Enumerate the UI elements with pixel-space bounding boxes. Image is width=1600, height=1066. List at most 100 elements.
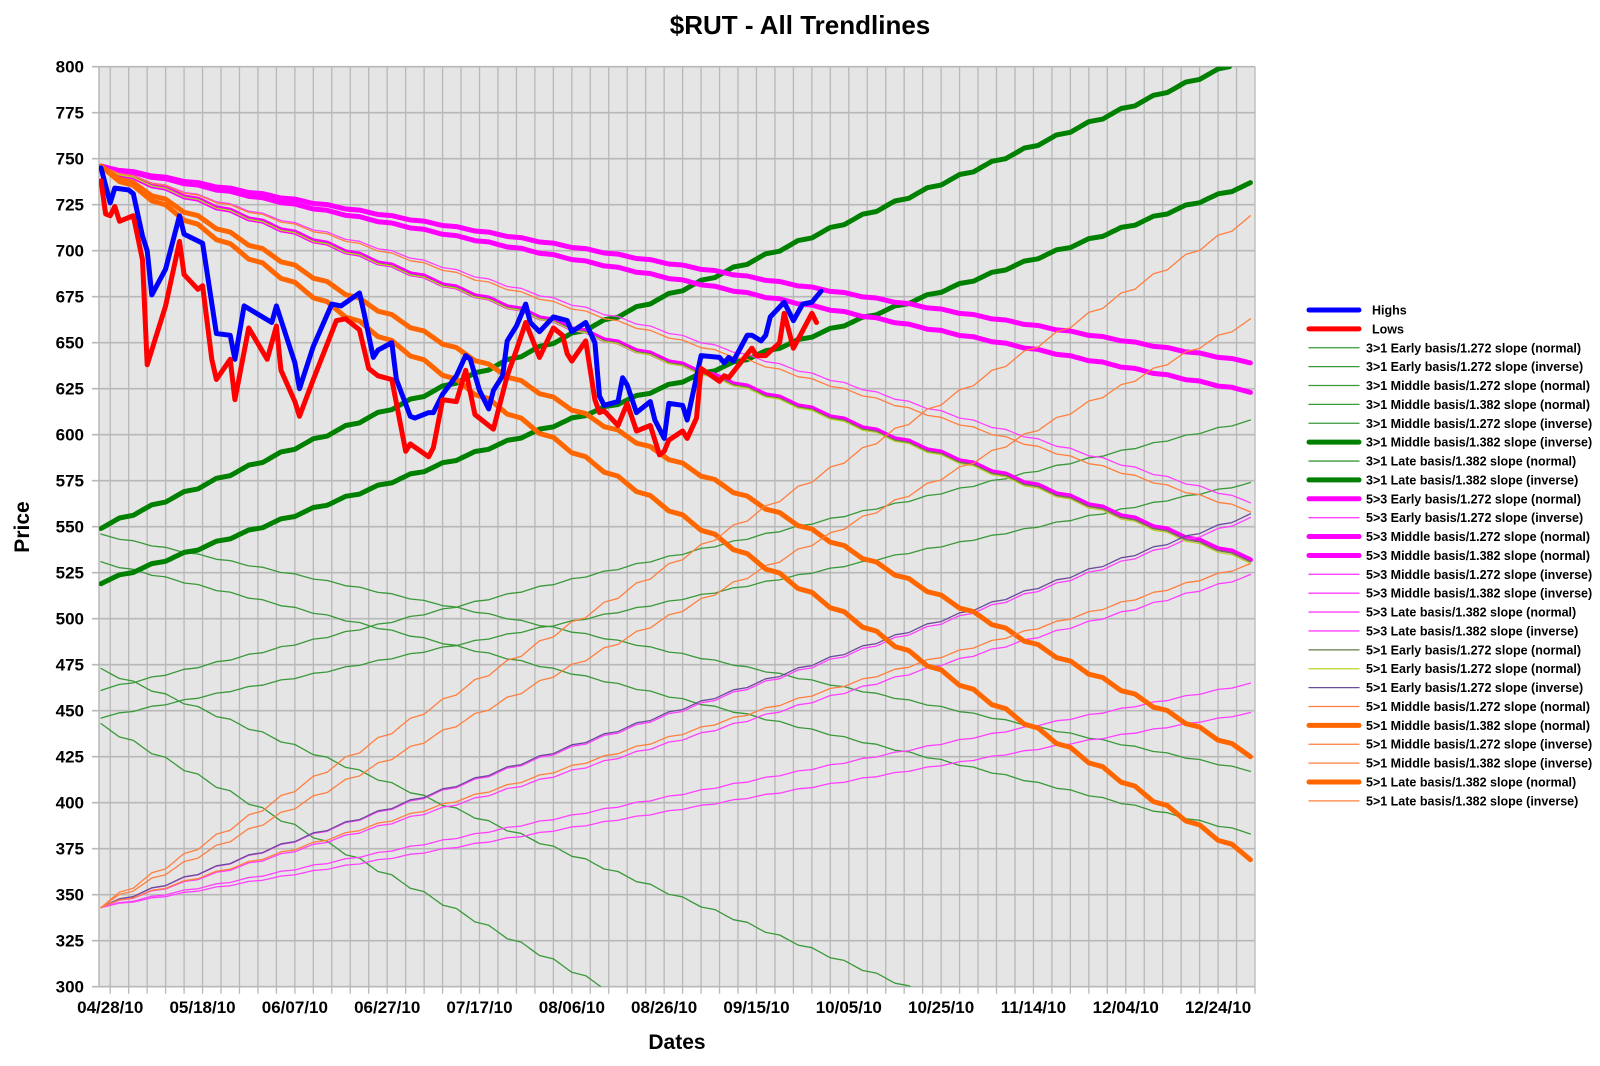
y-tick-label: 800 (56, 58, 84, 77)
legend-label: 5>3 Early basis/1.272 slope (normal) (1366, 492, 1581, 506)
legend-label: 5>1 Late basis/1.382 slope (inverse) (1366, 794, 1578, 808)
legend-label: 5>1 Early basis/1.272 slope (inverse) (1366, 681, 1583, 695)
series-line-3-1-middle-basis-1-382-slope-inverse-7 (99, 66, 1232, 531)
y-tick-label: 400 (56, 794, 84, 813)
legend-entry: 5>3 Late basis/1.382 slope (inverse) (1308, 624, 1578, 638)
series-line-5-3-middle-basis-1-272-slope-normal-12 (99, 163, 1253, 395)
legend-label: 3>1 Late basis/1.382 slope (normal) (1366, 455, 1576, 469)
legend-label: Highs (1372, 304, 1407, 318)
legend-entry: 3>1 Middle basis/1.382 slope (normal) (1308, 398, 1590, 412)
legend-entry: 5>1 Middle basis/1.272 slope (normal) (1308, 700, 1590, 714)
series-line-5-1-middle-basis-1-382-slope-normal-22 (99, 163, 1253, 760)
y-tick-label: 325 (56, 932, 84, 951)
legend-entry: 3>1 Early basis/1.272 slope (normal) (1308, 341, 1581, 355)
chart-title: $RUT - All Trendlines (670, 10, 931, 40)
x-tick-label: 06/27/10 (354, 998, 420, 1017)
series-line-5-3-middle-basis-1-382-slope-inverse-15 (100, 573, 1252, 909)
series-line-5-1-late-basis-1-382-slope-inverse-26 (100, 215, 1252, 909)
legend-label: 5>1 Middle basis/1.382 slope (normal) (1366, 719, 1590, 733)
y-tick-label: 750 (56, 150, 84, 169)
legend-entry: 5>3 Middle basis/1.272 slope (inverse) (1308, 568, 1592, 582)
legend-label: 5>3 Late basis/1.382 slope (normal) (1366, 606, 1576, 620)
x-tick-label: 12/04/10 (1093, 998, 1159, 1017)
legend-entry: 3>1 Middle basis/1.272 slope (normal) (1308, 379, 1590, 393)
series-line-3-1-middle-basis-1-272-slope-inverse-6 (100, 481, 1252, 719)
series-lines (99, 66, 1253, 987)
series-line-5-3-late-basis-1-382-slope-normal-16 (100, 165, 1252, 504)
series-line-5-1-early-basis-1-272-slope-normal-19 (100, 165, 1252, 565)
legend-label: 3>1 Middle basis/1.382 slope (inverse) (1366, 436, 1592, 450)
y-tick-label: 350 (56, 886, 84, 905)
legend-entry: 3>1 Middle basis/1.272 slope (inverse) (1308, 417, 1592, 431)
legend: Highs Lows 3>1 Early basis/1.272 slope (no… (1306, 304, 1592, 808)
legend-entry: 5>1 Late basis/1.382 slope (inverse) (1308, 794, 1578, 808)
legend-label: 5>1 Middle basis/1.272 slope (inverse) (1366, 738, 1592, 752)
y-tick-label: 600 (56, 426, 84, 445)
legend-label: 5>3 Middle basis/1.382 slope (normal) (1366, 549, 1590, 563)
legend-entry: 5>3 Early basis/1.272 slope (inverse) (1308, 511, 1583, 525)
legend-entry: 3>1 Early basis/1.272 slope (inverse) (1308, 360, 1583, 374)
series-line-5-1-middle-basis-1-382-slope-inverse-24 (100, 318, 1252, 909)
x-tick-label: 06/07/10 (262, 998, 328, 1017)
legend-entry: 5>1 Early basis/1.272 slope (normal) (1308, 643, 1581, 657)
legend-entry: 5>1 Late basis/1.382 slope (normal) (1306, 776, 1576, 790)
series-line-5-1-middle-basis-1-272-slope-normal-21 (100, 165, 1252, 513)
x-axis-label: Dates (648, 1031, 705, 1054)
series-line-5-1-middle-basis-1-272-slope-inverse-23 (100, 562, 1252, 909)
legend-entry: 5>1 Early basis/1.272 slope (inverse) (1308, 681, 1583, 695)
legend-entry: 3>1 Middle basis/1.382 slope (inverse) (1306, 436, 1592, 450)
legend-entry: 5>3 Late basis/1.382 slope (normal) (1308, 606, 1576, 620)
legend-label: 5>1 Early basis/1.272 slope (normal) (1366, 643, 1581, 657)
x-tick-label: 12/24/10 (1185, 998, 1251, 1017)
y-tick-label: 775 (56, 104, 84, 123)
legend-entry: 5>3 Early basis/1.272 slope (normal) (1306, 492, 1581, 506)
y-tick-label: 725 (56, 196, 84, 215)
y-tick-label: 575 (56, 472, 84, 491)
legend-entry: Lows (1306, 322, 1404, 336)
series-line-3-1-early-basis-1-272-slope-normal-2 (100, 533, 1252, 773)
legend-entry: 5>3 Middle basis/1.272 slope (normal) (1306, 530, 1590, 544)
legend-label: 3>1 Late basis/1.382 slope (inverse) (1366, 473, 1578, 487)
y-tick-label: 525 (56, 564, 84, 583)
y-tick-label: 450 (56, 702, 84, 721)
legend-entry: 5>1 Early basis/1.272 slope (normal) (1308, 662, 1581, 676)
legend-entry: Highs (1306, 304, 1407, 318)
x-tick-label: 10/05/10 (816, 998, 882, 1017)
legend-label: 5>3 Middle basis/1.272 slope (normal) (1366, 530, 1590, 544)
series-line-5-3-early-basis-1-272-slope-normal-10 (99, 163, 1253, 366)
y-axis-ticks: 300 325 350 375 400 425 450 475 500 525 550 575 600 6… (56, 58, 84, 997)
x-tick-label: 10/25/10 (908, 998, 974, 1017)
series-line-3-1-late-basis-1-382-slope-inverse-9 (99, 180, 1253, 587)
x-tick-label: 09/15/10 (723, 998, 789, 1017)
x-tick-label: 04/28/10 (77, 998, 143, 1017)
legend-label: 3>1 Early basis/1.272 slope (inverse) (1366, 360, 1583, 374)
x-tick-label: 07/17/10 (446, 998, 512, 1017)
legend-label: 3>1 Middle basis/1.272 slope (inverse) (1366, 417, 1592, 431)
y-tick-label: 300 (56, 978, 84, 997)
y-tick-label: 625 (56, 380, 84, 399)
legend-label: 5>3 Middle basis/1.272 slope (inverse) (1366, 568, 1592, 582)
x-tick-label: 05/18/10 (169, 998, 235, 1017)
y-tick-label: 425 (56, 748, 84, 767)
series-line-3-1-middle-basis-1-272-slope-normal-4 (100, 561, 1252, 835)
legend-entry: 3>1 Late basis/1.382 slope (inverse) (1306, 473, 1578, 487)
legend-label: 5>1 Middle basis/1.382 slope (inverse) (1366, 757, 1592, 771)
series-line-5-1-early-basis-1-272-slope-inverse-20 (100, 513, 1252, 909)
series-line-5-3-early-basis-1-272-slope-inverse-11 (100, 682, 1252, 909)
legend-entry: 3>1 Late basis/1.382 slope (normal) (1308, 455, 1576, 469)
legend-label: 3>1 Middle basis/1.272 slope (normal) (1366, 379, 1590, 393)
y-tick-label: 500 (56, 610, 84, 629)
legend-label: 5>1 Late basis/1.382 slope (normal) (1366, 776, 1576, 790)
y-tick-label: 550 (56, 518, 84, 537)
legend-entry: 5>1 Middle basis/1.382 slope (inverse) (1308, 757, 1592, 771)
legend-label: 5>1 Early basis/1.272 slope (normal) (1366, 662, 1581, 676)
y-tick-label: 475 (56, 656, 84, 675)
legend-label: Lows (1372, 322, 1404, 336)
series-line-3-1-early-basis-1-272-slope-inverse-3 (100, 419, 1252, 692)
x-tick-label: 08/06/10 (539, 998, 605, 1017)
series-line-lows-1 (99, 178, 819, 460)
legend-label: 5>3 Early basis/1.272 slope (inverse) (1366, 511, 1583, 525)
y-axis-label: Price (11, 501, 34, 552)
x-tick-label: 08/26/10 (631, 998, 697, 1017)
legend-label: 5>3 Late basis/1.382 slope (inverse) (1366, 624, 1578, 638)
